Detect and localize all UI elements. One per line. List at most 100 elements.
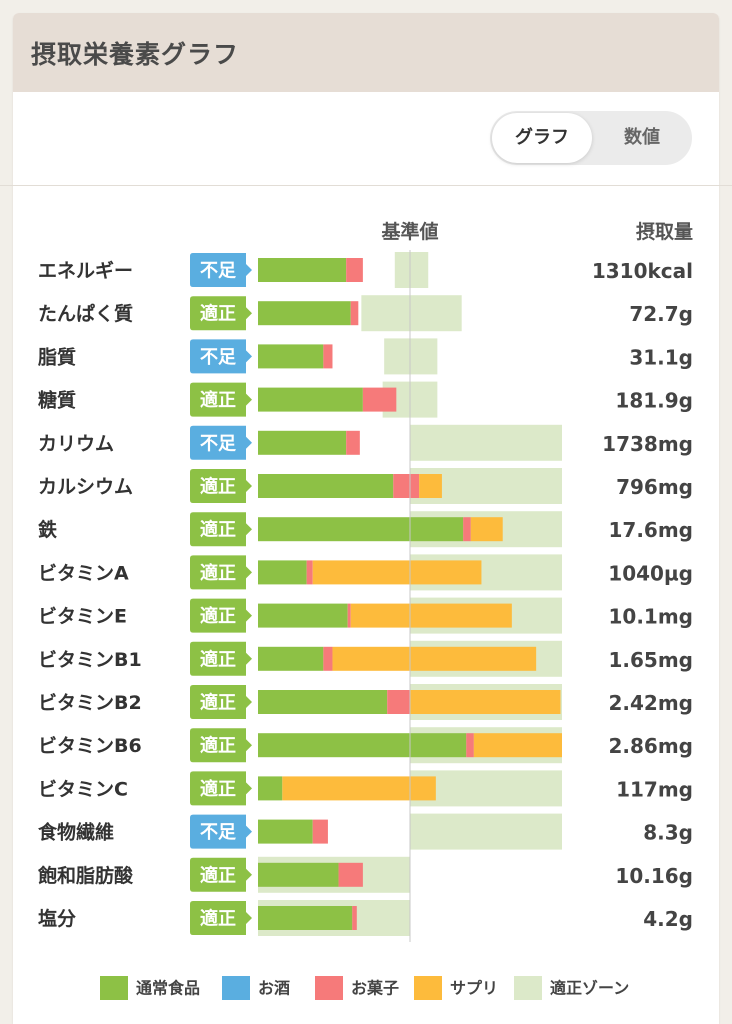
status-text-カルシウム: 適正: [200, 476, 236, 498]
nutrient-label-塩分: 塩分: [38, 907, 76, 930]
status-text-糖質: 適正: [200, 389, 236, 411]
status-badge-鉄: [190, 512, 252, 547]
status-text-鉄: 適正: [200, 519, 236, 541]
status-text-カリウム: 不足: [200, 433, 236, 454]
status-badge-飽和脂肪酸: [190, 857, 252, 892]
legend-swatch-通常食品: [100, 976, 128, 1000]
nutrient-label-鉄: 鉄: [38, 518, 57, 541]
card-title: 摂取栄養素グラフ: [31, 40, 240, 69]
nutrient-label-ビタミンC: ビタミンC: [38, 778, 128, 800]
bar-sweets-エネルギー: [346, 258, 363, 282]
status-text-ビタミンB1: 適正: [200, 648, 236, 670]
bar-sweets-ビタミンB2: [387, 690, 410, 714]
bar-normal-飽和脂肪酸: [258, 862, 339, 887]
bar-normal-ビタミンE: [258, 603, 348, 628]
bar-sweets-食物繊維: [312, 819, 328, 844]
legend-label-適正ゾーン: 適正ゾーン: [550, 979, 629, 998]
intake-value-ビタミンC: 117mg: [616, 777, 693, 801]
status-text-ビタミンB2: 適正: [200, 692, 236, 714]
view-toggle: グラフ 数値: [490, 111, 692, 165]
bar-supplement-鉄: [470, 517, 503, 542]
card-header: 摂取栄養素グラフ: [13, 13, 719, 92]
legend-label-サプリ: サプリ: [450, 979, 498, 998]
nutrient-label-食物繊維: 食物繊維: [38, 821, 114, 844]
intake-value-食物繊維: 8.3g: [643, 821, 693, 845]
nutrient-label-飽和脂肪酸: 飽和脂肪酸: [37, 864, 134, 887]
intake-value-カリウム: 1738mg: [602, 432, 693, 456]
nutrient-label-ビタミンB6: ビタミンB6: [38, 735, 142, 757]
nutrient-label-ビタミンB2: ビタミンB2: [38, 692, 142, 714]
reference-header: 基準値: [380, 220, 438, 243]
bar-normal-ビタミンC: [258, 776, 283, 801]
intake-value-飽和脂肪酸: 10.16g: [615, 864, 693, 888]
nutrient-graph-card: 摂取栄養素グラフ: [13, 13, 719, 1024]
bar-supplement-ビタミンE: [350, 603, 512, 628]
intake-value-エネルギー: 1310kcal: [592, 259, 693, 283]
intake-value-糖質: 181.9g: [615, 389, 693, 413]
status-badge-たんぱく質: [190, 296, 252, 331]
intake-value-脂質: 31.1g: [629, 345, 693, 369]
legend-swatch-お菓子: [315, 976, 343, 1000]
intake-value-ビタミンB6: 2.86mg: [608, 734, 693, 758]
status-badge-ビタミンB1: [190, 641, 252, 676]
bar-sweets-脂質: [323, 344, 333, 369]
nutrient-label-たんぱく質: たんぱく質: [38, 302, 133, 325]
intake-value-カルシウム: 796mg: [616, 475, 693, 499]
nutrient-label-糖質: 糖質: [38, 389, 76, 412]
legend-label-お酒: お酒: [258, 979, 290, 998]
status-text-たんぱく質: 適正: [200, 303, 236, 325]
intake-value-たんぱく質: 72.7g: [629, 302, 693, 326]
bar-normal-ビタミンB2: [258, 690, 388, 714]
bar-sweets-糖質: [362, 387, 397, 412]
status-badge-ビタミンA: [190, 555, 252, 590]
bar-normal-ビタミンA: [258, 560, 307, 585]
status-badge-食物繊維: [190, 814, 252, 849]
intake-value-塩分: 4.2g: [643, 907, 693, 931]
status-badge-ビタミンB2: [190, 685, 252, 719]
status-badge-脂質: [190, 339, 252, 374]
bar-sweets-飽和脂肪酸: [338, 862, 363, 887]
bar-sweets-ビタミンB1: [323, 646, 333, 671]
bar-sweets-ビタミンA: [306, 560, 313, 585]
status-badge-塩分: [190, 901, 252, 935]
bar-sweets-ビタミンE: [347, 603, 351, 628]
intake-value-ビタミンB2: 2.42mg: [608, 691, 693, 715]
status-badge-ビタミンE: [190, 598, 252, 633]
bar-sweets-塩分: [352, 906, 357, 930]
intake-value-ビタミンB1: 1.65mg: [608, 648, 693, 672]
bar-normal-ビタミンB1: [258, 646, 324, 671]
bar-normal-カルシウム: [258, 474, 394, 498]
bar-normal-塩分: [258, 906, 353, 930]
zone-脂質: [384, 338, 438, 375]
nutrient-label-ビタミンB1: ビタミンB1: [38, 649, 142, 671]
bar-supplement-ビタミンC: [282, 776, 436, 801]
legend-swatch-お酒: [222, 976, 250, 1000]
nutrient-label-脂質: 脂質: [38, 345, 76, 368]
status-badge-ビタミンC: [190, 771, 252, 806]
nutrient-label-エネルギー: エネルギー: [38, 260, 133, 282]
toggle-graph-button[interactable]: グラフ: [492, 113, 592, 163]
zone-カリウム: [410, 424, 562, 461]
bar-supplement-カルシウム: [419, 474, 442, 498]
status-text-ビタミンC: 適正: [200, 778, 236, 800]
status-text-ビタミンA: 適正: [200, 562, 236, 584]
status-text-脂質: 不足: [200, 347, 236, 368]
nutrient-label-カルシウム: カルシウム: [38, 476, 133, 498]
toggle-numeric-button[interactable]: 数値: [624, 127, 660, 148]
intake-value-ビタミンE: 10.1mg: [608, 605, 693, 629]
status-badge-カリウム: [190, 425, 252, 460]
bar-normal-エネルギー: [258, 258, 347, 282]
bar-sweets-ビタミンB6: [466, 733, 474, 758]
status-text-飽和脂肪酸: 適正: [200, 864, 236, 886]
bar-supplement-ビタミンA: [312, 560, 482, 585]
legend-swatch-適正ゾーン: [514, 976, 542, 1000]
bar-normal-脂質: [258, 344, 324, 369]
bar-sweets-カリウム: [346, 430, 360, 455]
bar-sweets-たんぱく質: [350, 301, 359, 326]
bar-supplement-ビタミンB2: [410, 690, 561, 714]
zone-食物繊維: [410, 813, 562, 850]
nutrient-label-ビタミンE: ビタミンE: [38, 606, 127, 628]
status-badge-ビタミンB6: [190, 728, 252, 763]
bar-normal-ビタミンB6: [258, 733, 467, 758]
